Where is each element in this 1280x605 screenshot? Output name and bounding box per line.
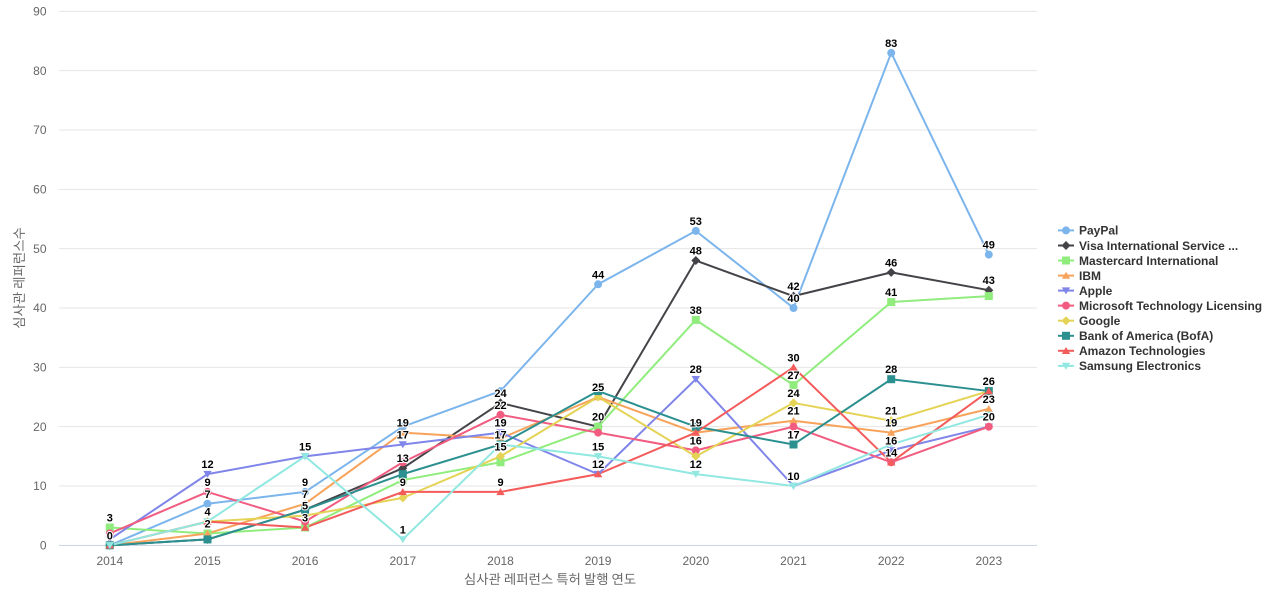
svg-text:83: 83	[885, 38, 897, 50]
svg-text:70: 70	[33, 123, 47, 137]
svg-text:4: 4	[204, 507, 211, 519]
svg-text:23: 23	[983, 394, 995, 406]
svg-text:15: 15	[494, 441, 506, 453]
svg-text:46: 46	[885, 257, 897, 269]
svg-text:40: 40	[33, 301, 47, 315]
svg-text:48: 48	[690, 246, 702, 258]
svg-text:19: 19	[885, 418, 897, 430]
svg-text:26: 26	[983, 376, 995, 388]
svg-text:40: 40	[787, 293, 799, 305]
svg-text:2019: 2019	[585, 554, 612, 568]
svg-text:2017: 2017	[389, 554, 416, 568]
svg-text:17: 17	[494, 430, 506, 442]
svg-text:Visa International Service ...: Visa International Service ...	[1079, 239, 1238, 253]
svg-text:Apple: Apple	[1079, 284, 1113, 298]
svg-text:19: 19	[397, 418, 409, 430]
svg-text:22: 22	[494, 400, 506, 412]
svg-text:13: 13	[397, 453, 409, 465]
svg-text:2014: 2014	[96, 554, 123, 568]
svg-text:2021: 2021	[780, 554, 807, 568]
svg-text:28: 28	[690, 364, 702, 376]
svg-text:49: 49	[983, 240, 995, 252]
svg-text:25: 25	[592, 382, 604, 394]
svg-text:50: 50	[33, 242, 47, 256]
svg-text:2018: 2018	[487, 554, 514, 568]
svg-text:12: 12	[201, 459, 213, 471]
svg-text:5: 5	[302, 501, 308, 513]
svg-text:IBM: IBM	[1079, 269, 1101, 283]
svg-text:42: 42	[787, 281, 799, 293]
svg-text:60: 60	[33, 183, 47, 197]
svg-text:3: 3	[302, 513, 308, 525]
svg-text:16: 16	[885, 435, 897, 447]
svg-text:12: 12	[690, 459, 702, 471]
svg-text:43: 43	[983, 275, 995, 287]
svg-text:2: 2	[204, 519, 210, 531]
svg-text:0: 0	[40, 539, 47, 553]
svg-text:38: 38	[690, 305, 702, 317]
svg-text:Mastercard International: Mastercard International	[1079, 254, 1218, 268]
svg-text:Google: Google	[1079, 314, 1121, 328]
svg-text:30: 30	[787, 352, 799, 364]
svg-text:7: 7	[204, 489, 210, 501]
svg-text:20: 20	[592, 412, 604, 424]
svg-text:7: 7	[302, 489, 308, 501]
svg-text:Samsung Electronics: Samsung Electronics	[1079, 359, 1201, 373]
svg-text:9: 9	[497, 477, 503, 489]
svg-text:2020: 2020	[682, 554, 709, 568]
svg-text:Microsoft Technology Licensing: Microsoft Technology Licensing	[1079, 299, 1262, 313]
svg-text:19: 19	[690, 418, 702, 430]
svg-text:21: 21	[885, 406, 897, 418]
svg-text:90: 90	[33, 5, 47, 19]
svg-text:30: 30	[33, 361, 47, 375]
svg-text:3: 3	[107, 513, 113, 525]
svg-text:14: 14	[885, 447, 898, 459]
svg-text:27: 27	[787, 370, 799, 382]
svg-text:41: 41	[885, 287, 897, 299]
svg-text:9: 9	[302, 477, 308, 489]
svg-text:20: 20	[983, 412, 995, 424]
svg-text:PayPal: PayPal	[1079, 224, 1118, 238]
svg-text:9: 9	[204, 477, 210, 489]
svg-text:0: 0	[107, 530, 113, 542]
svg-text:21: 21	[787, 406, 799, 418]
svg-text:16: 16	[690, 435, 702, 447]
svg-text:15: 15	[592, 441, 604, 453]
svg-text:20: 20	[33, 420, 47, 434]
svg-text:17: 17	[397, 430, 409, 442]
svg-text:Amazon Technologies: Amazon Technologies	[1079, 344, 1206, 358]
svg-text:2023: 2023	[975, 554, 1002, 568]
svg-text:19: 19	[494, 418, 506, 430]
svg-text:1: 1	[400, 524, 406, 536]
svg-text:Bank of America (BofA): Bank of America (BofA)	[1079, 329, 1213, 343]
svg-text:44: 44	[592, 269, 605, 281]
svg-text:2016: 2016	[292, 554, 319, 568]
svg-text:15: 15	[299, 441, 311, 453]
svg-text:9: 9	[400, 477, 406, 489]
svg-text:2015: 2015	[194, 554, 221, 568]
svg-text:10: 10	[33, 479, 47, 493]
svg-text:28: 28	[885, 364, 897, 376]
svg-text:10: 10	[787, 471, 799, 483]
svg-text:80: 80	[33, 64, 47, 78]
svg-text:2022: 2022	[878, 554, 905, 568]
svg-text:53: 53	[690, 216, 702, 228]
svg-text:17: 17	[787, 430, 799, 442]
svg-text:24: 24	[494, 388, 507, 400]
svg-text:24: 24	[787, 388, 800, 400]
svg-text:12: 12	[592, 459, 604, 471]
